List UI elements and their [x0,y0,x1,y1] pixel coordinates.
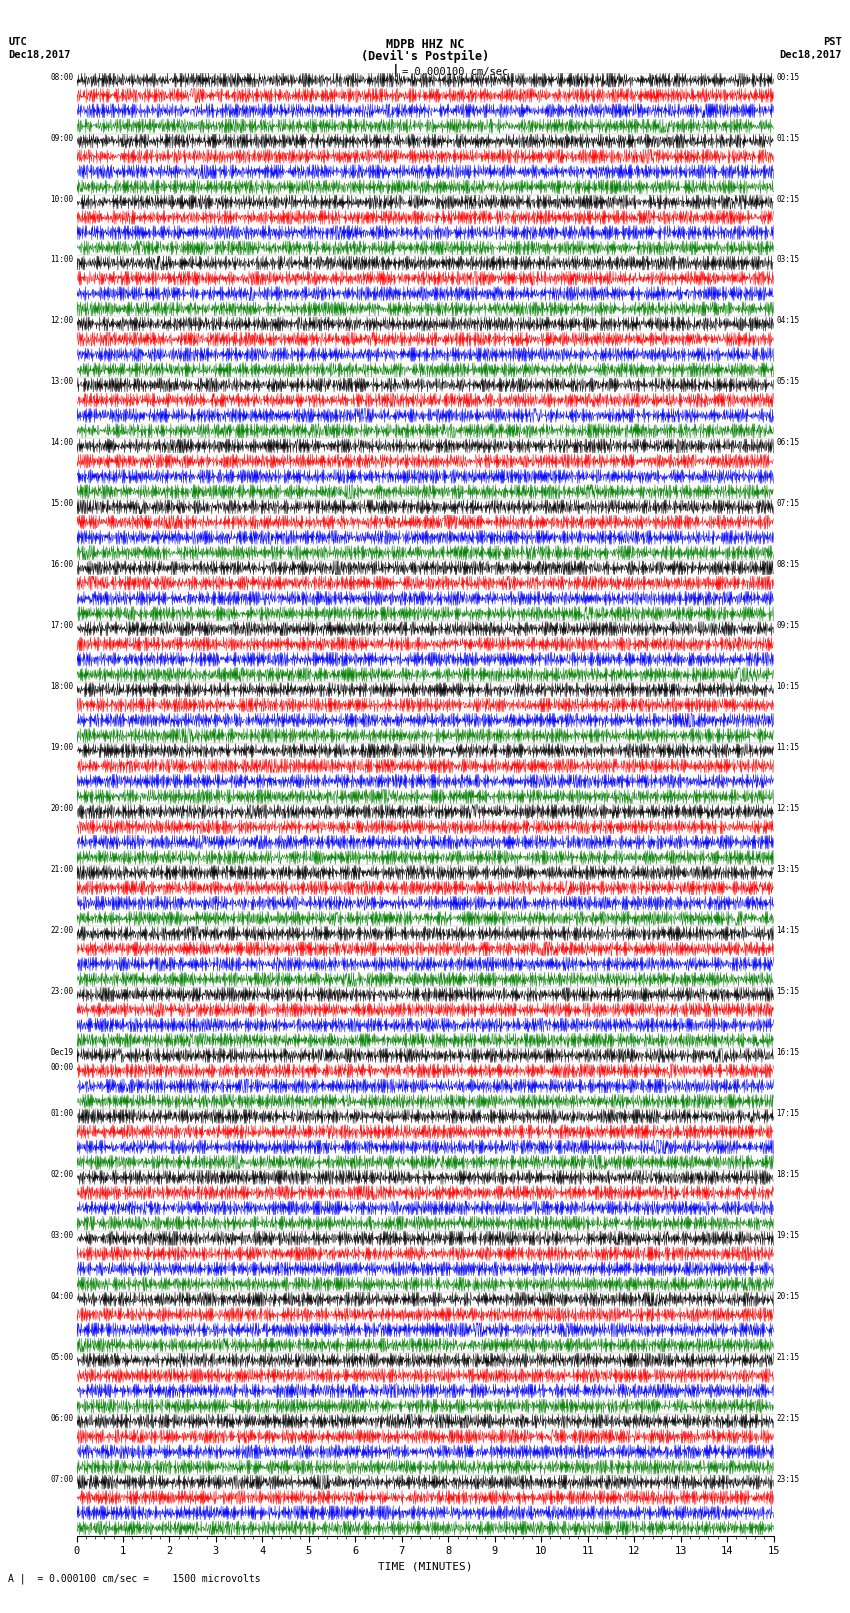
Text: 15:00: 15:00 [51,500,74,508]
Text: Dec19: Dec19 [51,1048,74,1057]
Text: 21:15: 21:15 [776,1353,799,1361]
Text: 18:00: 18:00 [51,682,74,690]
Text: 23:00: 23:00 [51,987,74,995]
Text: Dec18,2017: Dec18,2017 [8,50,71,60]
Text: 11:15: 11:15 [776,744,799,752]
X-axis label: TIME (MINUTES): TIME (MINUTES) [377,1561,473,1571]
Text: A |  = 0.000100 cm/sec =    1500 microvolts: A | = 0.000100 cm/sec = 1500 microvolts [8,1573,261,1584]
Text: 17:15: 17:15 [776,1108,799,1118]
Text: 13:15: 13:15 [776,865,799,874]
Text: 16:15: 16:15 [776,1048,799,1057]
Text: 05:00: 05:00 [51,1353,74,1361]
Text: 14:00: 14:00 [51,439,74,447]
Text: 12:15: 12:15 [776,805,799,813]
Text: 09:15: 09:15 [776,621,799,631]
Text: 01:00: 01:00 [51,1108,74,1118]
Text: MDPB HHZ NC: MDPB HHZ NC [386,37,464,50]
Text: PST: PST [823,37,842,47]
Text: 19:15: 19:15 [776,1231,799,1240]
Text: 22:00: 22:00 [51,926,74,936]
Text: 20:15: 20:15 [776,1292,799,1300]
Text: 01:15: 01:15 [776,134,799,142]
Text: |: | [392,63,399,77]
Text: 20:00: 20:00 [51,805,74,813]
Text: 02:00: 02:00 [51,1169,74,1179]
Text: 13:00: 13:00 [51,377,74,387]
Text: 07:00: 07:00 [51,1474,74,1484]
Text: 03:15: 03:15 [776,255,799,265]
Text: 06:00: 06:00 [51,1413,74,1423]
Text: 04:00: 04:00 [51,1292,74,1300]
Text: 23:15: 23:15 [776,1474,799,1484]
Text: 07:15: 07:15 [776,500,799,508]
Text: 10:15: 10:15 [776,682,799,690]
Text: (Devil's Postpile): (Devil's Postpile) [361,50,489,63]
Text: 15:15: 15:15 [776,987,799,995]
Text: UTC: UTC [8,37,27,47]
Text: 00:15: 00:15 [776,73,799,82]
Text: 18:15: 18:15 [776,1169,799,1179]
Text: 09:00: 09:00 [51,134,74,142]
Text: 11:00: 11:00 [51,255,74,265]
Text: 22:15: 22:15 [776,1413,799,1423]
Text: Dec18,2017: Dec18,2017 [779,50,842,60]
Text: = 0.000100 cm/sec: = 0.000100 cm/sec [402,66,508,77]
Text: 17:00: 17:00 [51,621,74,631]
Text: 10:00: 10:00 [51,195,74,203]
Text: 04:15: 04:15 [776,316,799,326]
Text: 08:00: 08:00 [51,73,74,82]
Text: 12:00: 12:00 [51,316,74,326]
Text: 03:00: 03:00 [51,1231,74,1240]
Text: 21:00: 21:00 [51,865,74,874]
Text: 14:15: 14:15 [776,926,799,936]
Text: 05:15: 05:15 [776,377,799,387]
Text: 06:15: 06:15 [776,439,799,447]
Text: 00:00: 00:00 [51,1063,74,1073]
Text: 16:00: 16:00 [51,560,74,569]
Text: 02:15: 02:15 [776,195,799,203]
Text: 08:15: 08:15 [776,560,799,569]
Text: 19:00: 19:00 [51,744,74,752]
